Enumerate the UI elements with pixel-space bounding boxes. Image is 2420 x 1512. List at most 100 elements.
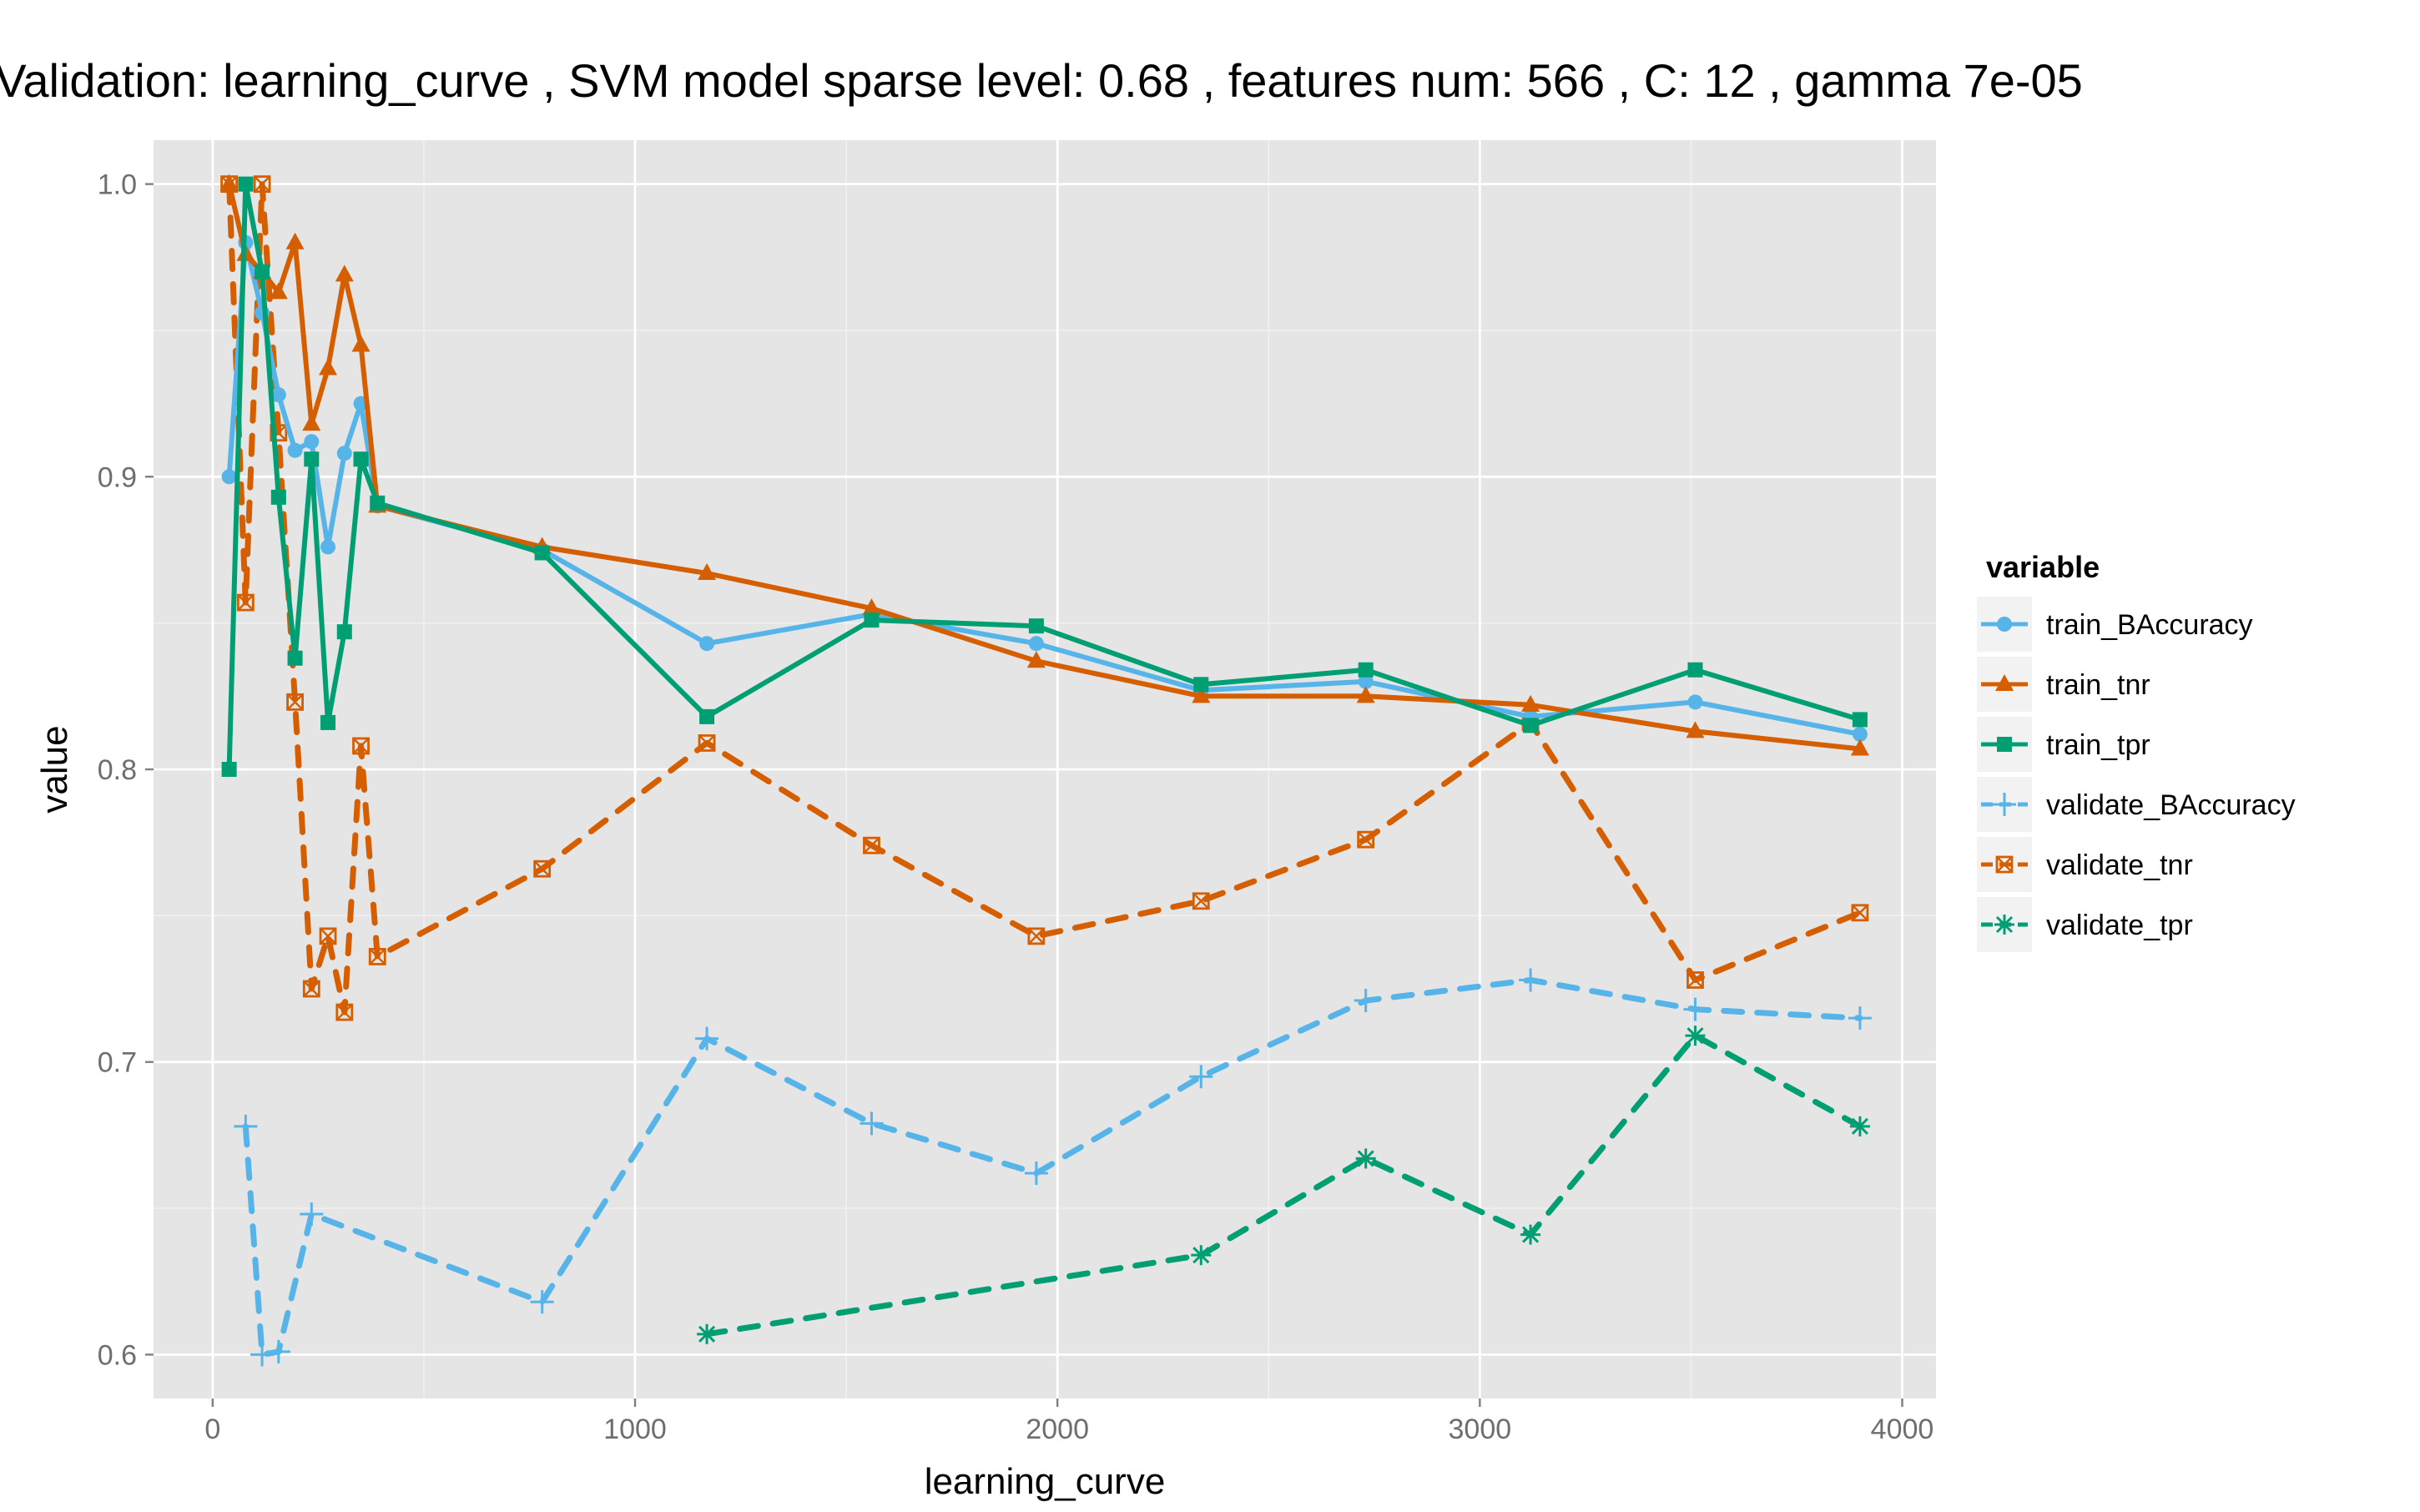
y-axis-title: value bbox=[34, 725, 75, 813]
circle-marker-shape bbox=[287, 442, 303, 458]
legend-label: validate_BAccuracy bbox=[2046, 789, 2296, 821]
legend-item: train_tpr bbox=[1975, 715, 2150, 774]
square-marker-shape bbox=[1028, 618, 1044, 634]
data-point bbox=[304, 434, 320, 450]
triangle-marker-shape bbox=[1686, 721, 1705, 738]
box-marker-shape bbox=[352, 737, 370, 755]
data-point bbox=[698, 734, 716, 752]
square-marker-shape bbox=[221, 762, 237, 777]
data-point bbox=[1358, 662, 1374, 678]
data-point bbox=[533, 859, 552, 878]
data-point bbox=[1520, 1224, 1541, 1245]
legend-item: train_tnr bbox=[1975, 655, 2150, 713]
box-cross-b bbox=[1852, 904, 1868, 921]
circle-marker-shape bbox=[336, 446, 352, 461]
box-marker-shape bbox=[533, 859, 552, 878]
circle-marker-shape bbox=[1028, 636, 1044, 652]
box-cross-b bbox=[254, 175, 270, 193]
data-point bbox=[1027, 927, 1046, 945]
data-point bbox=[1521, 694, 1540, 712]
square-marker-shape bbox=[1523, 718, 1539, 733]
box-marker-shape bbox=[236, 593, 255, 612]
data-point bbox=[302, 414, 321, 431]
data-point bbox=[255, 264, 270, 280]
x-tick-label: 2000 bbox=[1026, 1414, 1089, 1445]
triangle-marker-shape bbox=[269, 282, 288, 300]
box-cross-b bbox=[352, 738, 370, 754]
legend-key-marker bbox=[1993, 793, 2016, 816]
triangle-marker-shape bbox=[1192, 686, 1211, 703]
triangle-marker-shape bbox=[698, 563, 717, 581]
data-point bbox=[234, 1114, 258, 1138]
data-point bbox=[285, 232, 305, 249]
square-marker-shape bbox=[370, 495, 386, 511]
data-point bbox=[863, 836, 880, 854]
data-point bbox=[319, 927, 337, 945]
data-point bbox=[1192, 686, 1211, 703]
box-marker-shape bbox=[270, 424, 288, 442]
square-marker-shape bbox=[1852, 712, 1868, 728]
box-cross-b bbox=[303, 980, 320, 997]
asterisk-d2 bbox=[1686, 1027, 1704, 1045]
data-point bbox=[335, 265, 354, 282]
data-point bbox=[352, 737, 370, 755]
x-tick-label: 1000 bbox=[603, 1414, 667, 1445]
y-tick-label: 0.6 bbox=[98, 1339, 137, 1371]
triangle-marker-shape bbox=[219, 174, 239, 191]
square-marker-shape bbox=[1358, 662, 1374, 678]
triangle-marker-shape bbox=[335, 265, 354, 282]
data-point bbox=[351, 335, 371, 352]
box-cross-b bbox=[1192, 892, 1210, 910]
square-marker-shape bbox=[1997, 737, 2012, 752]
data-point bbox=[1192, 892, 1210, 910]
data-point bbox=[353, 451, 369, 467]
square-marker-shape bbox=[287, 650, 303, 666]
legend-key-marker bbox=[1994, 915, 2014, 935]
legend-item: validate_tnr bbox=[1975, 835, 2193, 894]
series-validate-tnr bbox=[220, 175, 1869, 1021]
circle-marker-shape bbox=[320, 539, 336, 555]
data-point bbox=[1354, 989, 1378, 1013]
triangle-marker-shape bbox=[1521, 694, 1540, 712]
triangle-marker-shape bbox=[1850, 738, 1869, 756]
data-point bbox=[219, 174, 239, 191]
data-point bbox=[1848, 1006, 1872, 1031]
box-marker-shape bbox=[1995, 855, 2014, 874]
triangle-marker-shape bbox=[1356, 686, 1375, 703]
asterisk-d2 bbox=[1851, 1117, 1868, 1135]
legend-item: train_BAccuracy bbox=[1975, 595, 2253, 653]
box-marker-shape bbox=[863, 836, 880, 854]
x-tick-label: 3000 bbox=[1449, 1414, 1512, 1445]
square-marker-shape bbox=[1193, 677, 1209, 693]
box-cross-b bbox=[1996, 856, 2013, 873]
axes: 0 1000 2000 3000 4000 0.6 0.7 0.8 0.9 1.0 bbox=[98, 169, 1934, 1445]
data-point bbox=[1850, 738, 1869, 756]
data-point bbox=[1357, 830, 1375, 849]
asterisk-d2 bbox=[1522, 1226, 1540, 1243]
circle-marker-shape bbox=[1997, 617, 2012, 632]
box-cross-b bbox=[237, 594, 255, 611]
box-marker-shape bbox=[698, 734, 716, 752]
legend-item: validate_tpr bbox=[1975, 895, 2193, 954]
triangle-marker-shape bbox=[862, 598, 881, 616]
square-marker-shape bbox=[353, 451, 369, 467]
series-line bbox=[703, 1032, 1863, 1338]
square-marker-shape bbox=[270, 489, 286, 505]
data-point bbox=[1191, 1245, 1212, 1266]
box-cross-b bbox=[1686, 971, 1704, 989]
chart-title: Validation: learning_curve , SVM model s… bbox=[0, 54, 2083, 107]
triangle-marker-shape bbox=[1995, 674, 2014, 691]
circle-marker-shape bbox=[1852, 726, 1868, 742]
triangle-marker-shape bbox=[319, 358, 338, 375]
triangle-marker-shape bbox=[285, 232, 305, 249]
box-cross-b bbox=[369, 948, 386, 965]
data-point bbox=[1687, 662, 1703, 678]
circle-marker-shape bbox=[1358, 673, 1374, 689]
square-marker-shape bbox=[304, 451, 320, 467]
data-point bbox=[860, 1111, 884, 1136]
data-point bbox=[1849, 1116, 1870, 1137]
data-point bbox=[1356, 686, 1375, 703]
data-point bbox=[1686, 721, 1705, 738]
data-point bbox=[266, 1339, 290, 1363]
